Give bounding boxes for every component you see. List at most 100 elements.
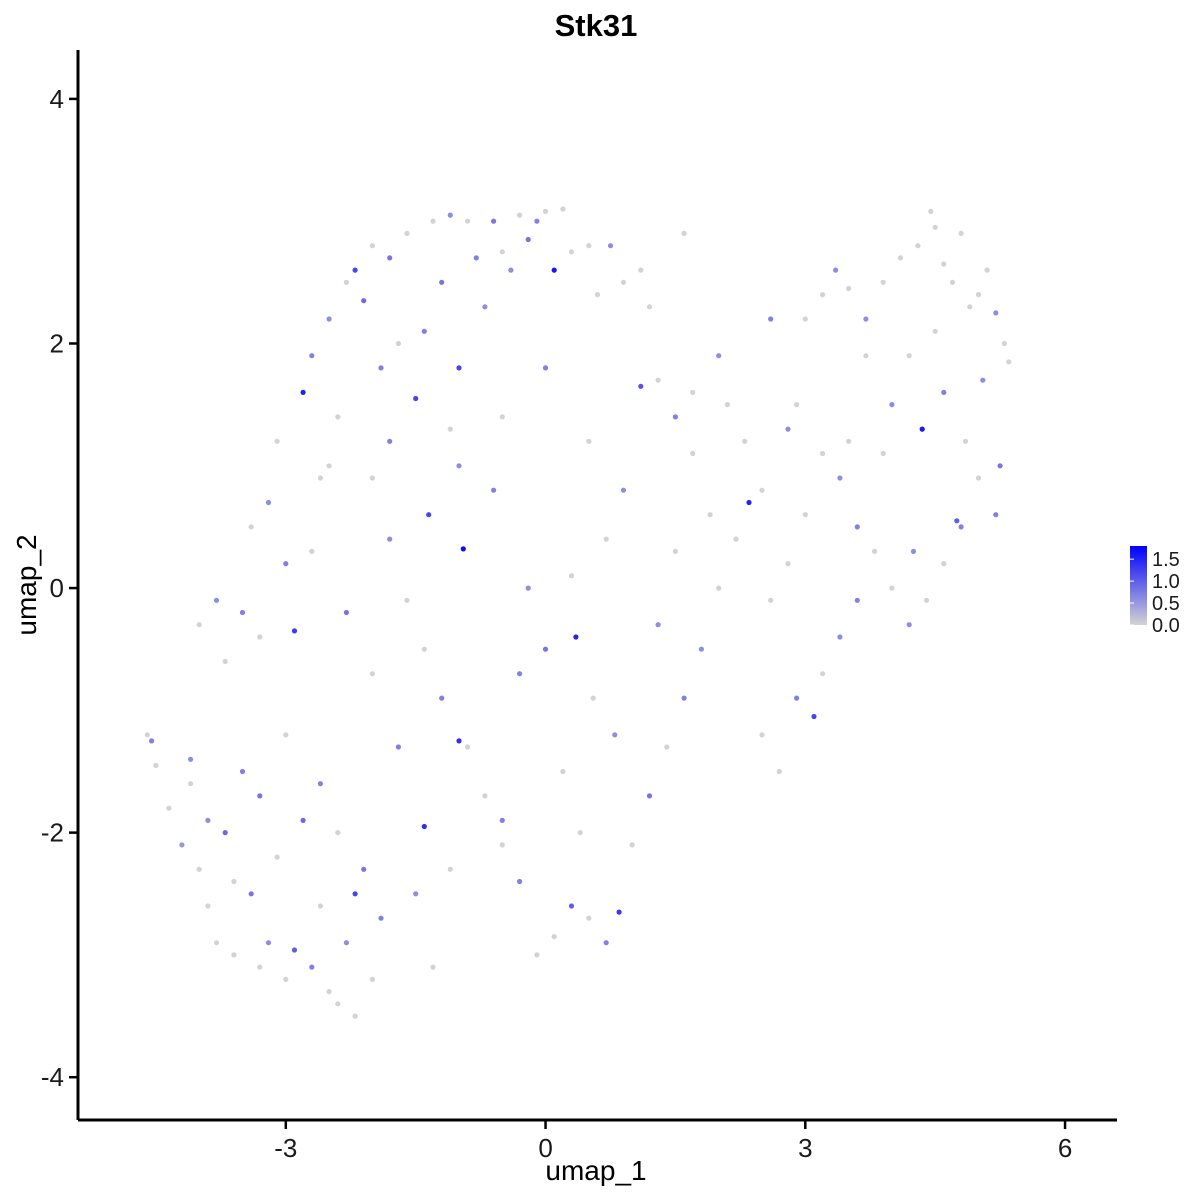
data-point	[846, 285, 852, 292]
y-tick-label: 0	[50, 573, 64, 603]
data-point	[369, 671, 375, 677]
data-point	[698, 646, 705, 652]
data-point	[222, 658, 228, 665]
data-point	[179, 842, 185, 848]
data-point	[915, 243, 921, 249]
data-point	[928, 208, 934, 214]
data-point	[213, 940, 220, 946]
data-point	[413, 891, 419, 897]
data-point	[517, 878, 523, 885]
data-point	[188, 781, 194, 787]
data-point	[465, 744, 471, 750]
y-tick-label: 2	[50, 328, 64, 358]
data-point	[335, 1001, 341, 1007]
data-point	[833, 267, 839, 273]
data-point	[716, 585, 722, 591]
data-point	[1001, 340, 1008, 347]
data-point	[872, 548, 878, 555]
data-point	[283, 732, 289, 738]
data-point	[568, 903, 575, 909]
x-tick-label: -3	[274, 1133, 297, 1163]
data-point	[326, 316, 332, 322]
data-point	[213, 597, 220, 603]
data-point	[335, 830, 341, 836]
data-point	[993, 310, 999, 316]
data-point	[733, 536, 739, 542]
data-point	[291, 947, 298, 953]
data-point	[672, 548, 679, 555]
data-point	[646, 793, 653, 799]
data-point	[542, 365, 549, 371]
data-point	[932, 224, 938, 230]
data-point	[499, 249, 505, 255]
data-point	[962, 438, 969, 444]
data-point	[317, 781, 323, 787]
data-point	[906, 353, 912, 359]
data-point	[144, 732, 150, 738]
data-point	[568, 249, 575, 255]
data-point	[594, 292, 601, 298]
data-point	[958, 230, 964, 236]
legend-label: 1.0	[1152, 571, 1180, 593]
color-legend: 1.51.00.50.0	[1130, 546, 1180, 637]
data-point	[967, 304, 973, 310]
data-point	[880, 279, 886, 285]
data-point	[551, 934, 557, 940]
legend-colorbar	[1130, 546, 1147, 625]
data-point	[153, 762, 159, 769]
data-point	[607, 243, 614, 249]
data-point	[387, 255, 393, 261]
data-point	[542, 646, 549, 652]
data-point	[820, 671, 826, 677]
data-point	[265, 940, 272, 946]
data-point	[854, 597, 860, 603]
data-point	[880, 450, 886, 457]
data-point	[343, 940, 349, 946]
legend-label: 1.5	[1152, 549, 1180, 571]
data-point	[222, 830, 228, 836]
x-tick-label: 3	[798, 1133, 812, 1163]
data-point	[785, 426, 791, 432]
data-point	[525, 236, 531, 243]
data-point	[248, 891, 254, 897]
data-point	[629, 842, 635, 848]
data-point	[274, 438, 280, 444]
data-point	[820, 292, 826, 298]
points-layer	[144, 206, 1012, 1019]
data-point	[283, 976, 289, 983]
data-point	[361, 298, 367, 304]
data-point	[317, 903, 323, 909]
data-point	[620, 279, 627, 285]
data-point	[460, 546, 466, 552]
data-point	[785, 561, 791, 567]
data-point	[369, 976, 375, 983]
data-point	[897, 255, 904, 261]
data-point	[231, 878, 237, 885]
data-point	[378, 915, 384, 921]
data-point	[586, 243, 592, 249]
x-tick-label: 0	[538, 1133, 552, 1163]
data-point	[309, 964, 315, 970]
data-point	[638, 383, 644, 389]
data-point	[205, 903, 211, 909]
x-ticks: -3 0 3 6	[274, 1120, 1072, 1163]
data-point	[257, 964, 263, 970]
data-point	[387, 438, 393, 444]
data-point	[482, 304, 488, 310]
data-point	[343, 279, 349, 285]
data-point	[499, 817, 505, 824]
data-point	[980, 377, 986, 383]
legend-labels: 1.51.00.50.0	[1130, 549, 1180, 637]
data-point	[456, 365, 462, 371]
data-point	[932, 328, 938, 334]
data-point	[534, 952, 540, 958]
data-point	[586, 915, 592, 921]
data-point	[149, 738, 155, 744]
data-point	[335, 414, 341, 420]
data-point	[473, 255, 479, 261]
data-point	[387, 536, 393, 542]
y-tick-label: -4	[41, 1062, 64, 1092]
data-point	[456, 463, 462, 469]
data-point	[577, 830, 583, 836]
data-point	[326, 463, 332, 469]
